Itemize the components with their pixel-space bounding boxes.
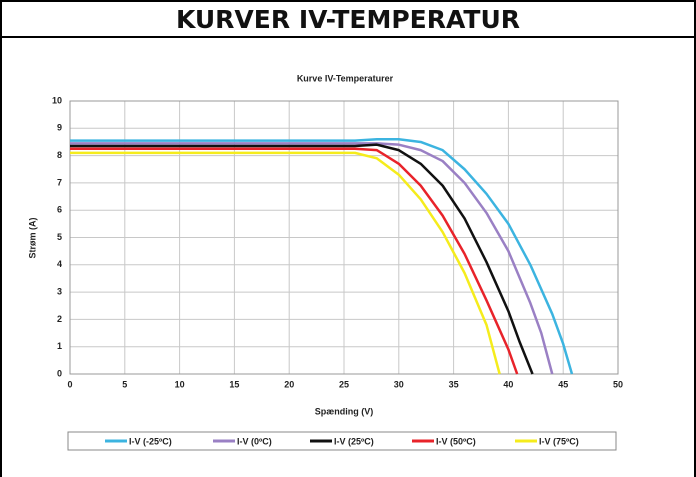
y-tick-label: 3 [57,286,62,296]
y-axis-label: Strøm (A) [27,218,37,259]
legend-label: I-V (75ºC) [539,436,579,446]
x-tick-label: 50 [613,379,623,389]
x-tick-label: 35 [449,379,459,389]
y-tick-label: 6 [57,205,62,215]
legend-label: I-V (-25ºC) [129,436,172,446]
y-tick-label: 2 [57,314,62,324]
series-line [70,151,501,375]
x-tick-label: 5 [122,379,127,389]
y-tick-label: 0 [57,368,62,378]
series-line [70,147,519,375]
y-tick-label: 4 [57,259,62,269]
legend-box [67,431,617,451]
x-tick-label: 40 [503,379,513,389]
legend-label: I-V (25ºC) [334,436,374,446]
series-line [70,137,574,375]
plot-border [69,100,619,375]
x-tick-label: 0 [67,379,72,389]
legend-label: I-V (0ºC) [237,436,272,446]
x-tick-label: 45 [558,379,568,389]
x-tick-label: 20 [284,379,294,389]
y-tick-label: 7 [57,177,62,187]
y-tick-label: 1 [57,341,62,351]
x-axis-label: Spænding (V) [315,406,374,416]
x-tick-label: 10 [175,379,185,389]
x-tick-label: 30 [394,379,404,389]
chart-title: Kurve IV-Temperaturer [297,73,394,83]
y-tick-label: 8 [57,150,62,160]
y-tick-label: 5 [57,232,62,242]
series-line [70,143,534,375]
legend-label: I-V (50ºC) [436,436,476,446]
header-title: KURVER IV-TEMPERATUR [2,2,694,38]
x-tick-label: 25 [339,379,349,389]
x-tick-label: 15 [229,379,239,389]
y-tick-label: 9 [57,123,62,133]
series-line [70,142,554,375]
y-tick-label: 10 [52,95,62,105]
